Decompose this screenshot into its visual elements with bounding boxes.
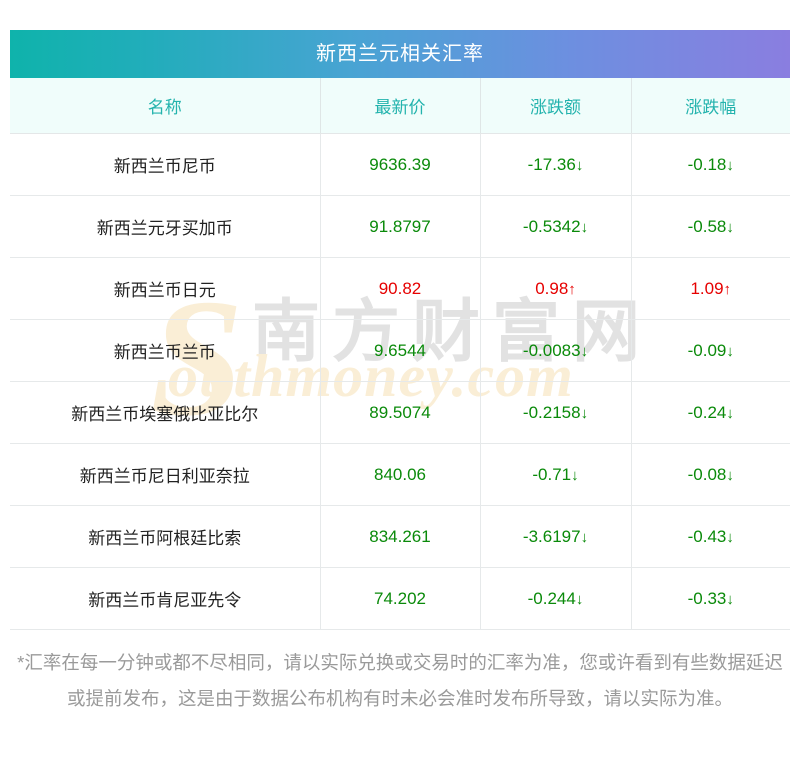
change-percent-value: -0.24 — [687, 402, 727, 422]
arrow-down-icon: ↓ — [580, 404, 589, 422]
change-percent-value: -0.09 — [687, 340, 727, 360]
arrow-down-icon: ↓ — [575, 590, 584, 608]
change-amount-value: -0.71 — [532, 464, 572, 484]
cell-currency-name[interactable]: 新西兰币尼日利亚奈拉 — [10, 443, 321, 506]
table-header-row: 名称 最新价 涨跌额 涨跌幅 — [10, 78, 790, 134]
arrow-down-icon: ↓ — [726, 218, 734, 236]
change-amount-value: -17.36 — [527, 154, 576, 174]
arrow-down-icon: ↓ — [580, 342, 589, 360]
cell-latest-price: 89.5074 — [320, 381, 481, 444]
column-header-change[interactable]: 涨跌额 — [480, 78, 632, 134]
cell-change-amount: 0.98↑ — [480, 257, 632, 320]
column-header-name[interactable]: 名称 — [10, 78, 321, 134]
column-header-price[interactable]: 最新价 — [320, 78, 481, 134]
change-amount-value: -0.5342 — [522, 216, 581, 236]
cell-currency-name[interactable]: 新西兰币埃塞俄比亚比尔 — [10, 381, 321, 444]
change-percent-value: 1.09 — [690, 278, 724, 298]
arrow-up-icon: ↑ — [723, 280, 732, 298]
cell-latest-price: 74.202 — [320, 567, 481, 630]
arrow-down-icon: ↓ — [726, 342, 734, 360]
cell-currency-name[interactable]: 新西兰币尼币 — [10, 133, 321, 196]
table-row[interactable]: 新西兰币尼币 9636.39 -17.36↓ -0.18↓ — [10, 133, 790, 196]
table-row[interactable]: 新西兰币兰币 9.6544 -0.0083↓ -0.09↓ — [10, 319, 790, 382]
arrow-down-icon: ↓ — [726, 156, 734, 174]
page-title: 新西兰元相关汇率 — [10, 30, 790, 78]
cell-latest-price: 9.6544 — [320, 319, 481, 382]
arrow-down-icon: ↓ — [571, 466, 579, 484]
cell-change-percent: -0.18↓ — [631, 133, 790, 196]
table-row[interactable]: 新西兰币日元 90.82 0.98↑ 1.09↑ — [10, 257, 790, 320]
cell-change-amount: -0.244↓ — [480, 567, 632, 630]
arrow-down-icon: ↓ — [726, 404, 734, 422]
arrow-down-icon: ↓ — [726, 466, 734, 484]
cell-latest-price: 840.06 — [320, 443, 481, 506]
table-body: 新西兰币尼币 9636.39 -17.36↓ -0.18↓ 新西兰元牙买加币 91.879… — [10, 133, 790, 630]
table-row[interactable]: 新西兰币阿根廷比索 834.261 -3.6197↓ -0.43↓ — [10, 505, 790, 568]
cell-change-percent: -0.08↓ — [631, 443, 790, 506]
change-amount-value: -0.0083 — [522, 340, 581, 360]
change-percent-value: -0.18 — [687, 154, 727, 174]
arrow-down-icon: ↓ — [726, 528, 734, 546]
cell-latest-price: 91.8797 — [320, 195, 481, 258]
table-row[interactable]: 新西兰币尼日利亚奈拉 840.06 -0.71↓ -0.08↓ — [10, 443, 790, 506]
arrow-up-icon: ↑ — [568, 280, 576, 298]
table-row[interactable]: 新西兰币埃塞俄比亚比尔 89.5074 -0.2158↓ -0.24↓ — [10, 381, 790, 444]
cell-change-amount: -17.36↓ — [480, 133, 632, 196]
change-amount-value: -3.6197 — [522, 526, 581, 546]
cell-currency-name[interactable]: 新西兰元牙买加币 — [10, 195, 321, 258]
change-percent-value: -0.08 — [687, 464, 727, 484]
cell-currency-name[interactable]: 新西兰币肯尼亚先令 — [10, 567, 321, 630]
change-amount-value: -0.244 — [527, 588, 576, 608]
cell-currency-name[interactable]: 新西兰币兰币 — [10, 319, 321, 382]
cell-change-percent: -0.24↓ — [631, 381, 790, 444]
table-row[interactable]: 新西兰元牙买加币 91.8797 -0.5342↓ -0.58↓ — [10, 195, 790, 258]
cell-change-percent: -0.58↓ — [631, 195, 790, 258]
cell-change-percent: -0.33↓ — [631, 567, 790, 630]
cell-change-amount: -3.6197↓ — [480, 505, 632, 568]
arrow-down-icon: ↓ — [726, 590, 734, 608]
exchange-rates-table: 名称 最新价 涨跌额 涨跌幅 新西兰币尼币 9636.39 -17.36↓ -0.18… — [10, 78, 790, 630]
arrow-down-icon: ↓ — [580, 528, 589, 546]
cell-latest-price: 90.82 — [320, 257, 481, 320]
change-percent-value: -0.43 — [687, 526, 727, 546]
cell-latest-price: 834.261 — [320, 505, 481, 568]
cell-change-percent: 1.09↑ — [631, 257, 790, 320]
cell-change-amount: -0.0083↓ — [480, 319, 632, 382]
cell-change-amount: -0.2158↓ — [480, 381, 632, 444]
table-row[interactable]: 新西兰币肯尼亚先令 74.202 -0.244↓ -0.33↓ — [10, 567, 790, 630]
change-percent-value: -0.58 — [687, 216, 727, 236]
column-header-percent[interactable]: 涨跌幅 — [631, 78, 790, 134]
arrow-down-icon: ↓ — [575, 156, 584, 174]
cell-change-percent: -0.43↓ — [631, 505, 790, 568]
cell-change-amount: -0.5342↓ — [480, 195, 632, 258]
rates-table-container: 新西兰元相关汇率 名称 最新价 涨跌额 涨跌幅 新西兰币尼币 9636.39 -17… — [10, 30, 790, 630]
cell-currency-name[interactable]: 新西兰币阿根廷比索 — [10, 505, 321, 568]
cell-currency-name[interactable]: 新西兰币日元 — [10, 257, 321, 320]
cell-change-percent: -0.09↓ — [631, 319, 790, 382]
change-percent-value: -0.33 — [687, 588, 727, 608]
cell-change-amount: -0.71↓ — [480, 443, 632, 506]
change-amount-value: 0.98 — [535, 278, 569, 298]
disclaimer-note: *汇率在每一分钟或都不尽相同，请以实际兑换或交易时的汇率为准，您或许看到有些数据… — [17, 652, 783, 709]
arrow-down-icon: ↓ — [580, 218, 589, 236]
change-amount-value: -0.2158 — [522, 402, 581, 422]
cell-latest-price: 9636.39 — [320, 133, 481, 196]
table-header: 名称 最新价 涨跌额 涨跌幅 — [10, 78, 790, 134]
